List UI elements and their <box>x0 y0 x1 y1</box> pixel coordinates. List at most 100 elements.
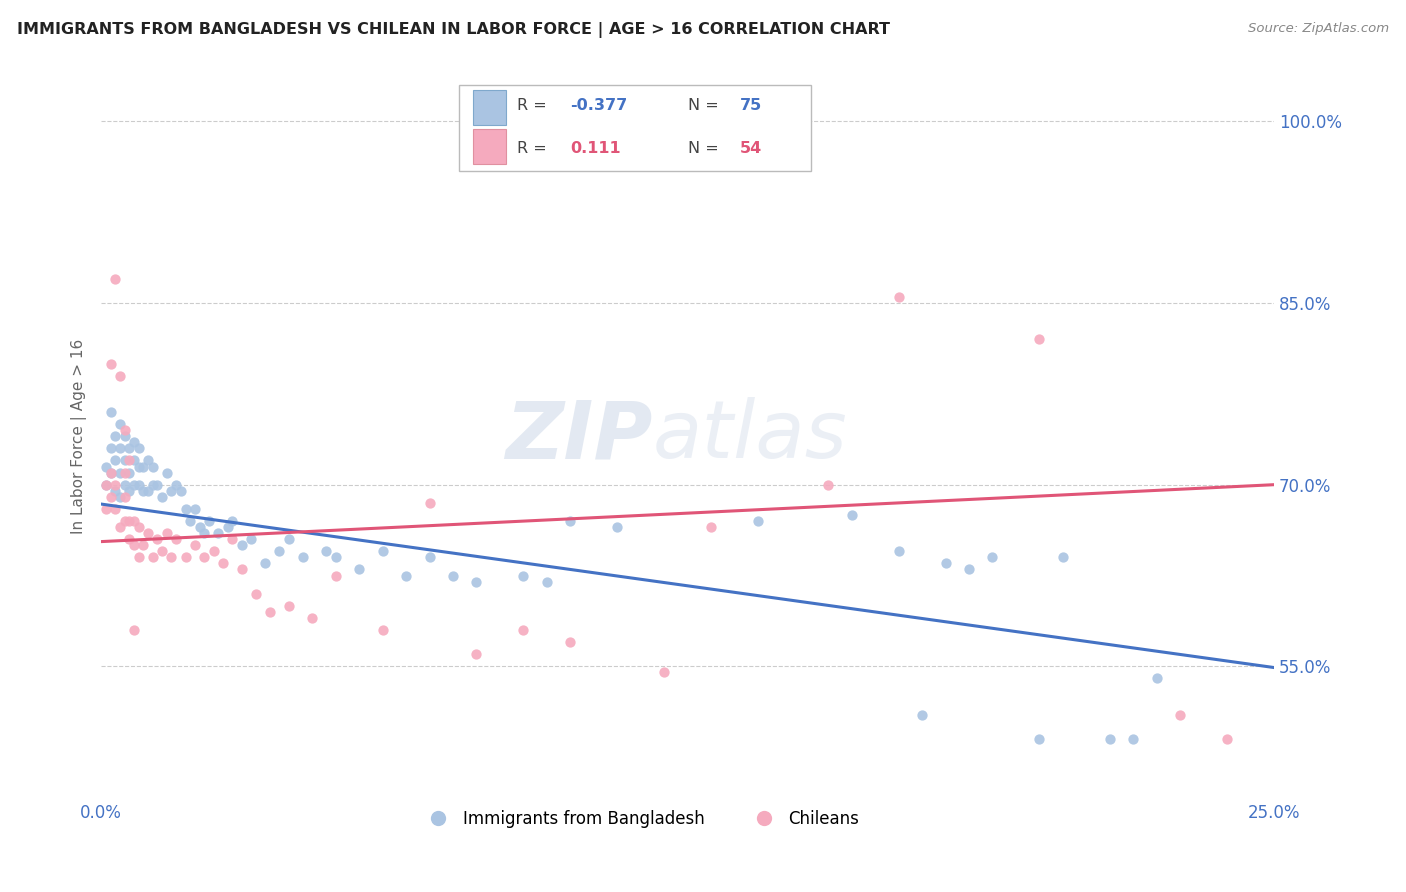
Point <box>132 538 155 552</box>
Point <box>114 477 136 491</box>
Point <box>560 514 582 528</box>
Point <box>122 477 145 491</box>
Point <box>212 557 235 571</box>
Point <box>94 477 117 491</box>
Point <box>100 442 122 456</box>
Point <box>104 502 127 516</box>
Point <box>165 477 187 491</box>
Point <box>887 290 910 304</box>
Point <box>217 520 239 534</box>
Point <box>841 508 863 522</box>
Text: N =: N = <box>688 141 718 156</box>
Point <box>269 544 291 558</box>
Y-axis label: In Labor Force | Age > 16: In Labor Force | Age > 16 <box>72 339 87 534</box>
Point <box>160 483 183 498</box>
Point <box>122 538 145 552</box>
Point <box>94 477 117 491</box>
Point <box>122 623 145 637</box>
Point <box>184 538 207 552</box>
Text: 54: 54 <box>741 141 762 156</box>
Point <box>128 459 150 474</box>
Point <box>911 707 934 722</box>
Point <box>160 550 183 565</box>
Point <box>165 532 187 546</box>
Point <box>277 532 299 546</box>
Point <box>170 483 193 498</box>
Point <box>193 526 215 541</box>
Point <box>1098 731 1121 746</box>
Point <box>652 665 675 680</box>
Point <box>277 599 299 613</box>
Point <box>193 550 215 565</box>
Bar <box>472 129 506 164</box>
Point <box>100 357 122 371</box>
Point <box>104 429 127 443</box>
Point <box>418 550 440 565</box>
Text: 0.111: 0.111 <box>571 141 621 156</box>
Point <box>1122 731 1144 746</box>
Point <box>536 574 558 589</box>
Point <box>254 557 277 571</box>
Point <box>512 568 534 582</box>
Point <box>935 557 957 571</box>
Point <box>114 423 136 437</box>
Point <box>108 490 131 504</box>
Point <box>94 459 117 474</box>
Point <box>132 483 155 498</box>
FancyBboxPatch shape <box>458 86 811 171</box>
Point <box>114 490 136 504</box>
Point <box>114 514 136 528</box>
Point <box>108 466 131 480</box>
Point <box>128 477 150 491</box>
Point <box>301 611 323 625</box>
Point <box>150 544 173 558</box>
Point <box>221 532 243 546</box>
Point <box>104 477 127 491</box>
Point <box>118 466 141 480</box>
Point <box>174 550 197 565</box>
Point <box>118 514 141 528</box>
Point <box>179 514 201 528</box>
Point <box>231 538 253 552</box>
Point <box>136 453 159 467</box>
Point <box>156 526 179 541</box>
Point <box>395 568 418 582</box>
Point <box>104 483 127 498</box>
Point <box>136 483 159 498</box>
Point <box>100 490 122 504</box>
Point <box>1168 707 1191 722</box>
Point <box>146 477 169 491</box>
Point <box>231 562 253 576</box>
Point <box>245 587 267 601</box>
Point <box>100 466 122 480</box>
Point <box>198 514 221 528</box>
Text: Source: ZipAtlas.com: Source: ZipAtlas.com <box>1249 22 1389 36</box>
Point <box>325 568 347 582</box>
Point <box>114 466 136 480</box>
Point <box>957 562 980 576</box>
Text: IMMIGRANTS FROM BANGLADESH VS CHILEAN IN LABOR FORCE | AGE > 16 CORRELATION CHAR: IMMIGRANTS FROM BANGLADESH VS CHILEAN IN… <box>17 22 890 38</box>
Point <box>156 466 179 480</box>
Point <box>142 477 165 491</box>
Point <box>441 568 464 582</box>
Point <box>1216 731 1239 746</box>
Point <box>114 429 136 443</box>
Point <box>108 520 131 534</box>
Point <box>1052 550 1074 565</box>
Text: ZIP: ZIP <box>505 397 652 475</box>
Point <box>142 459 165 474</box>
Point <box>174 502 197 516</box>
Point <box>202 544 225 558</box>
Bar <box>472 90 506 125</box>
Point <box>108 368 131 383</box>
Point <box>465 574 488 589</box>
Point <box>221 514 243 528</box>
Point <box>136 526 159 541</box>
Point <box>1146 672 1168 686</box>
Point <box>100 405 122 419</box>
Point <box>118 532 141 546</box>
Point <box>887 544 910 558</box>
Point <box>325 550 347 565</box>
Point <box>371 623 394 637</box>
Text: atlas: atlas <box>652 397 846 475</box>
